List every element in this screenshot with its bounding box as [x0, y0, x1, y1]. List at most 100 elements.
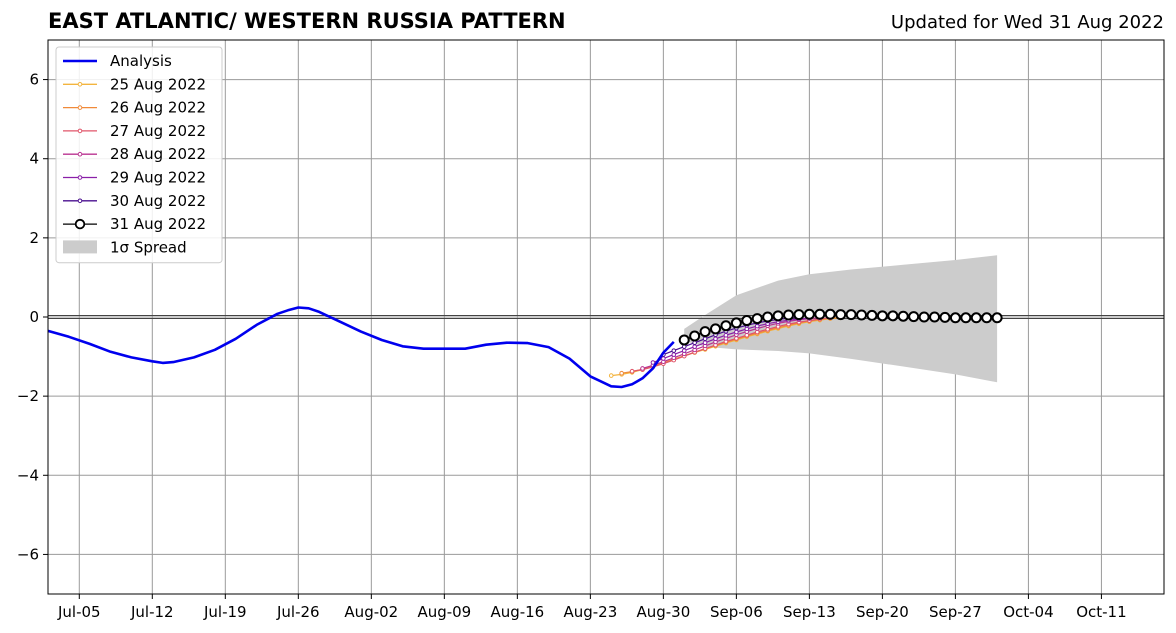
data-point: [720, 320, 732, 332]
data-point: [887, 310, 899, 322]
data-point: [939, 311, 951, 323]
data-point: [835, 309, 847, 321]
legend-marker: [77, 128, 83, 134]
data-point: [991, 312, 1003, 324]
data-point: [949, 312, 961, 324]
data-point: [671, 348, 677, 353]
y-axis: 6 4 2 0 −2 −4 −6: [17, 71, 48, 563]
chart-subtitle: Updated for Wed 31 Aug 2022: [890, 12, 1164, 33]
data-point: [702, 336, 708, 342]
data-point: [897, 310, 909, 322]
y-tick-label: 0: [29, 308, 39, 326]
data-point: [866, 309, 878, 321]
grid-lines: [48, 40, 1164, 594]
legend-item-31-aug-2022: 31 Aug 2022: [63, 215, 206, 233]
chart-title: EAST ATLANTIC/ WESTERN RUSSIA PATTERN: [48, 9, 566, 33]
data-point: [876, 310, 888, 322]
data-point: [960, 312, 972, 324]
y-tick-label: 2: [29, 229, 39, 247]
x-axis: Jul-05 Jul-12 Jul-19 Jul-26 Aug-02 Aug-09 Aug-…: [57, 594, 1127, 621]
legend-marker: [77, 105, 83, 110]
x-tick-label: Aug-02: [344, 603, 398, 621]
data-point: [762, 311, 774, 323]
y-tick-label: −2: [17, 387, 39, 405]
data-point: [803, 308, 815, 320]
x-tick-label: Jul-12: [130, 603, 174, 621]
legend-marker: [77, 198, 83, 204]
legend-marker: [77, 82, 83, 87]
data-point: [970, 312, 982, 324]
legend-item-25-aug-2022: 25 Aug 2022: [63, 75, 206, 93]
legend-item-27-aug-2022: 27 Aug 2022: [63, 122, 206, 140]
data-point: [772, 310, 784, 322]
data-point: [678, 334, 690, 346]
legend-label: 27 Aug 2022: [110, 122, 206, 140]
legend-label: 30 Aug 2022: [110, 192, 206, 210]
analysis-series: [47, 306, 675, 389]
data-point: [814, 308, 826, 320]
data-point: [918, 311, 930, 323]
data-point: [765, 326, 770, 332]
x-tick-label: Aug-09: [417, 603, 471, 621]
y-tick-label: 4: [29, 150, 39, 168]
data-point: [661, 356, 666, 361]
legend-marker: [74, 218, 86, 230]
data-point: [650, 360, 656, 365]
data-point: [699, 326, 711, 338]
analysis-line: [47, 306, 675, 389]
data-point: [710, 323, 722, 335]
legend-item-26-aug-2022: 26 Aug 2022: [63, 99, 206, 117]
data-point: [730, 317, 742, 329]
series-line: [652, 317, 810, 364]
data-point: [741, 315, 753, 327]
x-tick-label: Sep-27: [929, 603, 982, 621]
data-point: [783, 309, 795, 321]
data-point: [981, 312, 993, 324]
x-tick-label: Jul-05: [57, 603, 101, 621]
legend-item-spread: 1σ Spread: [63, 238, 187, 256]
data-point: [824, 308, 836, 320]
forecast-series: [608, 308, 1003, 378]
data-point: [856, 309, 868, 321]
legend-item-analysis: Analysis: [63, 52, 172, 70]
x-tick-label: Sep-06: [710, 603, 763, 621]
data-point: [744, 326, 750, 332]
x-tick-label: Jul-26: [276, 603, 320, 621]
legend-label: 25 Aug 2022: [110, 75, 206, 93]
data-point: [702, 340, 708, 346]
legend-label: 1σ Spread: [110, 238, 187, 256]
legend-label: 26 Aug 2022: [110, 99, 206, 117]
legend-box: [55, 46, 223, 264]
legend-label: 28 Aug 2022: [110, 145, 206, 163]
x-tick-label: Sep-20: [856, 603, 909, 621]
legend-swatch: [63, 240, 97, 254]
legend: Analysis 25 Aug 2022 26 Aug 2022 27 Aug 202…: [55, 46, 223, 264]
data-point: [608, 373, 614, 378]
legend-label: 31 Aug 2022: [110, 215, 206, 233]
x-tick-label: Sep-13: [783, 603, 836, 621]
data-point: [744, 332, 750, 338]
legend-item-29-aug-2022: 29 Aug 2022: [63, 169, 206, 187]
data-point: [754, 329, 760, 335]
data-point: [689, 330, 701, 342]
x-tick-label: Aug-23: [563, 603, 617, 621]
x-tick-label: Oct-11: [1076, 603, 1126, 621]
legend-marker: [77, 175, 83, 180]
data-point: [929, 311, 941, 323]
data-point: [692, 344, 697, 349]
data-point: [751, 313, 763, 325]
data-point: [681, 348, 687, 353]
legend-label: 29 Aug 2022: [110, 169, 206, 187]
data-point: [671, 352, 677, 357]
x-tick-label: Jul-19: [203, 603, 247, 621]
data-point: [723, 332, 729, 338]
data-point: [619, 370, 624, 376]
data-point: [640, 366, 645, 371]
forecast-series-31-aug-2022: [678, 308, 1003, 346]
data-point: [908, 311, 920, 323]
data-point: [793, 309, 805, 321]
y-tick-label: −6: [17, 545, 39, 563]
x-tick-label: Aug-30: [636, 603, 690, 621]
x-tick-label: Aug-16: [490, 603, 544, 621]
